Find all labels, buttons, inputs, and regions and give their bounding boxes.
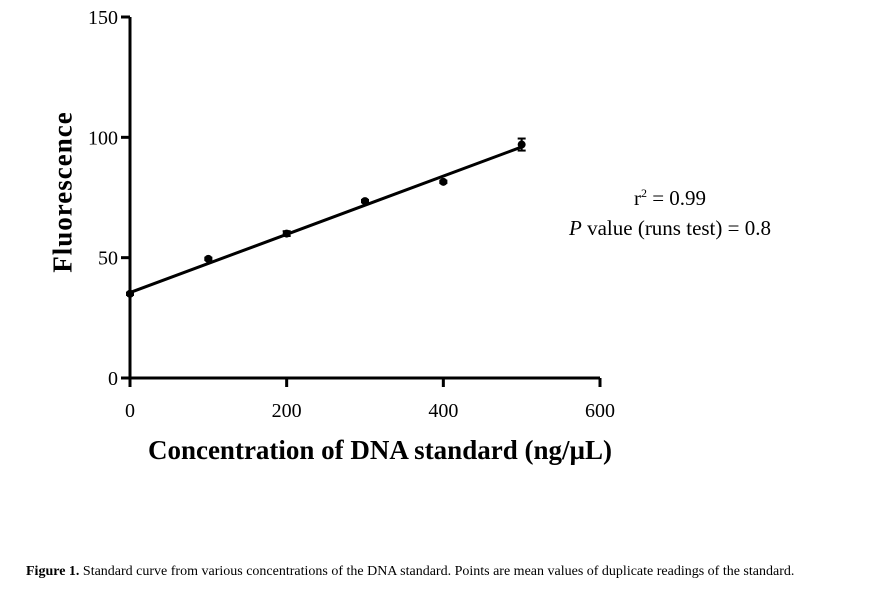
y-axis-label: Fluorescence — [47, 111, 78, 273]
figure-caption: Figure 1. Standard curve from various co… — [26, 563, 866, 581]
data-point — [517, 140, 526, 149]
x-tick-label: 0 — [125, 400, 135, 422]
p-symbol: P — [569, 216, 582, 240]
figure-caption-text: Standard curve from various concentratio… — [79, 564, 795, 579]
x-tick-label: 600 — [585, 400, 615, 422]
chart-canvas: 0 50 100 150 0 200 400 600 — [88, 7, 615, 422]
regression-stats: r2 = 0.99 P value (runs test) = 0.8 — [520, 178, 820, 243]
data-point — [439, 177, 448, 186]
y-tick-label: 100 — [88, 127, 118, 149]
r-squared-exponent: 2 — [640, 186, 647, 200]
x-tick-label: 200 — [272, 400, 302, 422]
fit-line-group — [129, 145, 523, 294]
y-axis-label-box: Fluorescence — [8, 62, 118, 322]
y-tick-label: 50 — [98, 248, 118, 270]
data-point — [282, 229, 291, 238]
data-point — [361, 197, 369, 206]
r-squared-symbol: r — [633, 186, 641, 210]
y-tick-label: 150 — [88, 7, 118, 29]
data-point — [204, 254, 213, 263]
r-squared-value: = 0.99 — [646, 186, 707, 210]
p-value-text: P value (runs test) = 0.8 — [520, 213, 820, 243]
figure-label: Figure 1. — [26, 564, 80, 579]
data-point — [126, 289, 134, 298]
data-points-group — [126, 137, 526, 298]
chart-axes: 0 50 100 150 0 200 400 600 — [88, 7, 615, 422]
y-tick-label: 0 — [108, 368, 118, 390]
x-axis-label: Concentration of DNA standard (ng/µL) — [147, 435, 613, 465]
r-squared-text: r2 = 0.99 — [520, 178, 820, 213]
regression-line — [129, 145, 523, 294]
p-value-desc: value (runs test) = 0.8 — [581, 216, 771, 240]
x-tick-label: 400 — [428, 400, 458, 422]
